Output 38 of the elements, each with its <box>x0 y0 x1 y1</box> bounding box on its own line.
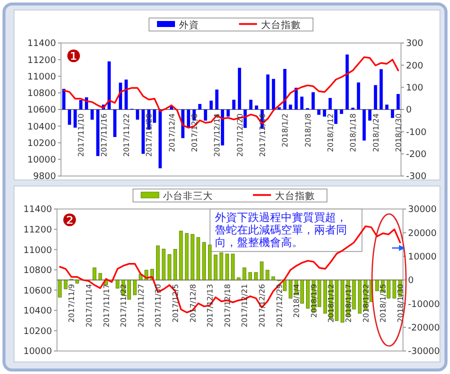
y-tick-label: 10000 <box>27 156 56 166</box>
annotation: 外資下跌過程中實質買超，魯蛇在此減碼空單，兩者同向，盤整機會高。 <box>215 211 347 249</box>
y-tick-label: 11000 <box>27 72 56 82</box>
y2-tick-label: 300 <box>406 39 424 50</box>
y-tick-label: 10800 <box>27 89 56 100</box>
y-tick-label: 11200 <box>27 56 56 66</box>
y2-tick-label: 20000 <box>408 228 437 239</box>
y-tick-label: 10800 <box>23 266 52 276</box>
y-tick-label: 10600 <box>23 286 52 296</box>
y-tick-label: 11400 <box>23 205 52 216</box>
y2-tick-label: -200 <box>406 150 427 160</box>
y2-tick-label: -10000 <box>408 300 440 310</box>
y2-tick-label: 0 <box>408 276 414 286</box>
y-tick-label: 10400 <box>27 122 56 132</box>
chart-title: ❷ <box>62 211 78 231</box>
y-tick-label: 11000 <box>23 246 52 256</box>
y2-tick-label: 30000 <box>408 205 437 216</box>
y-tick-label: 10200 <box>23 326 52 337</box>
y-tick-label: 10600 <box>27 106 56 116</box>
legend-label: 外資 <box>179 19 199 31</box>
y-tick-label: 11200 <box>23 225 52 236</box>
chart-title: ❶ <box>66 47 82 67</box>
y2-tick-label: 0 <box>406 106 412 116</box>
y2-tick-label: -30000 <box>408 347 440 358</box>
y2-tick-label: -20000 <box>408 324 440 334</box>
y-tick-label: 9800 <box>33 172 56 182</box>
legend-label: 大台指數 <box>275 190 315 202</box>
y2-tick-label: 100 <box>406 84 424 94</box>
y-tick-label: 10400 <box>23 306 52 317</box>
legend-label: 大台指數 <box>261 19 301 31</box>
y-tick-label: 10000 <box>23 347 52 358</box>
y2-tick-label: -300 <box>406 172 427 182</box>
y-tick-label: 10200 <box>27 138 56 149</box>
y2-tick-label: 10000 <box>408 252 437 263</box>
legend-label: 小台非三大 <box>163 190 213 202</box>
y2-tick-label: 200 <box>406 61 424 72</box>
y2-tick-label: -100 <box>406 128 427 138</box>
y-tick-label: 11400 <box>27 39 56 50</box>
